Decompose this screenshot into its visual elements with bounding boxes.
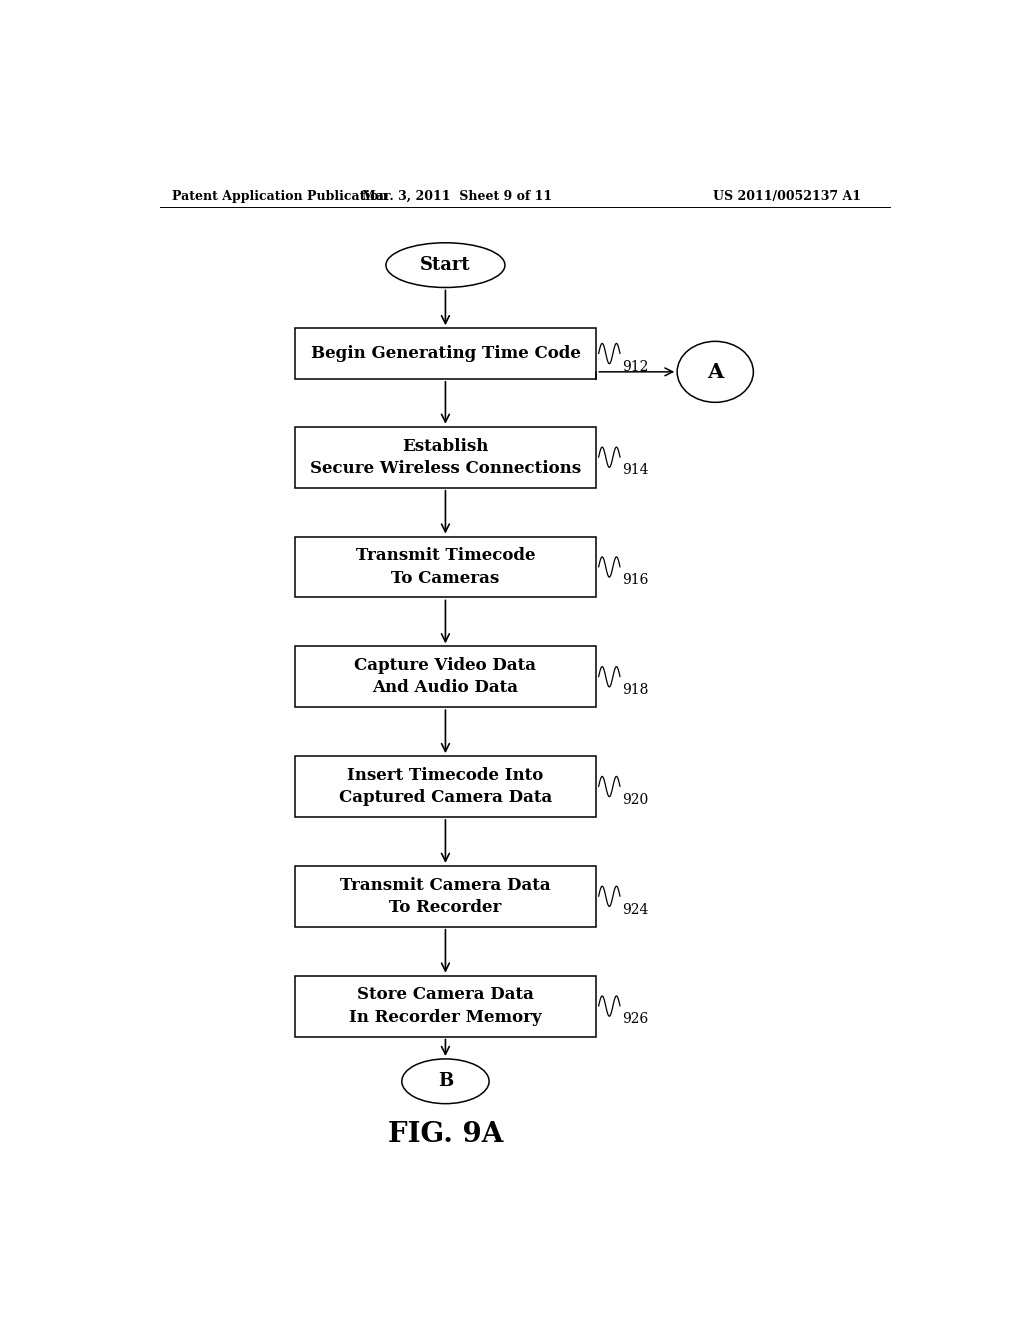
Text: 916: 916 [623,573,649,587]
Text: Capture Video Data
And Audio Data: Capture Video Data And Audio Data [354,657,537,697]
Text: FIG. 9A: FIG. 9A [388,1121,503,1147]
Ellipse shape [401,1059,489,1104]
FancyBboxPatch shape [295,536,596,598]
Text: B: B [438,1072,453,1090]
Text: Mar. 3, 2011  Sheet 9 of 11: Mar. 3, 2011 Sheet 9 of 11 [362,190,552,202]
Text: A: A [708,362,723,381]
Text: Store Camera Data
In Recorder Memory: Store Camera Data In Recorder Memory [349,986,542,1026]
FancyBboxPatch shape [295,329,596,379]
Text: Transmit Timecode
To Cameras: Transmit Timecode To Cameras [355,548,536,586]
Text: Establish
Secure Wireless Connections: Establish Secure Wireless Connections [310,438,581,477]
Text: 920: 920 [623,793,648,807]
Text: 926: 926 [623,1012,648,1026]
FancyBboxPatch shape [295,756,596,817]
Text: 912: 912 [623,360,649,374]
Text: Start: Start [420,256,471,275]
Ellipse shape [677,342,754,403]
Text: Transmit Camera Data
To Recorder: Transmit Camera Data To Recorder [340,876,551,916]
Text: US 2011/0052137 A1: US 2011/0052137 A1 [713,190,861,202]
FancyBboxPatch shape [295,426,596,487]
Text: Begin Generating Time Code: Begin Generating Time Code [310,345,581,362]
Text: 924: 924 [623,903,649,916]
Ellipse shape [386,243,505,288]
FancyBboxPatch shape [295,975,596,1036]
Text: 914: 914 [623,463,649,478]
FancyBboxPatch shape [295,866,596,927]
Text: 918: 918 [623,682,649,697]
Text: Insert Timecode Into
Captured Camera Data: Insert Timecode Into Captured Camera Dat… [339,767,552,807]
Text: Patent Application Publication: Patent Application Publication [172,190,387,202]
FancyBboxPatch shape [295,647,596,708]
